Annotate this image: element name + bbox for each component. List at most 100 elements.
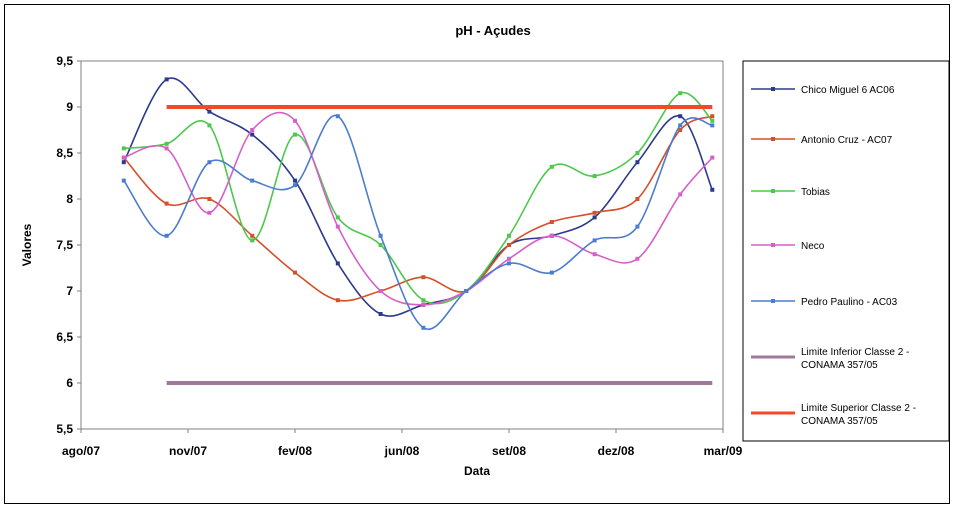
x-axis-ticks: ago/07 nov/07 fev/08 jun/08 set/08 dez/08 mar/… xyxy=(62,429,743,458)
series-point-1 xyxy=(549,220,554,224)
series-point-2 xyxy=(335,215,340,220)
series-point-3 xyxy=(164,146,169,151)
series-point-1 xyxy=(207,197,212,201)
x-axis-title: Data xyxy=(464,464,490,478)
series-point-3 xyxy=(250,128,255,132)
series-point-2 xyxy=(710,118,715,123)
x-tick-label: mar/09 xyxy=(704,444,743,458)
series-point-3 xyxy=(549,233,554,238)
series-point-4 xyxy=(293,183,297,188)
legend-label-1: Antonio Cruz - AC07 xyxy=(801,135,893,146)
series-point-0 xyxy=(635,160,640,165)
series-point-2 xyxy=(164,141,169,146)
series-point-3 xyxy=(710,155,715,160)
series-point-1 xyxy=(635,197,640,201)
series-point-0 xyxy=(335,261,340,266)
series-point-4 xyxy=(421,325,426,330)
chart-svg: pH - Açudes 5,5 6 6,5 7 7,5 8 8,5 9 9,5 ago/07 no… xyxy=(20,23,950,478)
series-point-4 xyxy=(507,261,511,266)
series-point-4 xyxy=(710,123,715,128)
series-point-3 xyxy=(378,289,383,293)
x-tick-label: ago/07 xyxy=(62,444,100,458)
y-tick-label: 6 xyxy=(66,376,73,390)
series-point-2 xyxy=(549,164,554,169)
x-tick-label: nov/07 xyxy=(169,444,207,458)
y-tick-label: 7 xyxy=(66,284,73,298)
series-point-3 xyxy=(507,256,511,261)
x-tick-label: fev/08 xyxy=(278,444,312,458)
series-point-2 xyxy=(378,243,383,247)
series-point-1 xyxy=(592,210,597,215)
series-point-0 xyxy=(207,109,212,114)
series-point-2 xyxy=(635,151,640,155)
series-point-0 xyxy=(378,312,383,316)
legend-label-5: CONAMA 357/05 xyxy=(801,360,878,371)
legend-label-0: Chico Miguel 6 AC06 xyxy=(801,85,895,96)
series-point-3 xyxy=(635,256,640,261)
series-point-4 xyxy=(378,233,383,238)
series-point-0 xyxy=(293,178,297,183)
series-point-3 xyxy=(335,224,340,229)
series-point-3 xyxy=(293,118,297,123)
series-point-2 xyxy=(507,233,511,238)
series-line-1 xyxy=(123,115,713,302)
series-group xyxy=(121,77,715,385)
y-tick-label: 8 xyxy=(66,192,73,206)
series-point-2 xyxy=(678,91,683,96)
series-point-3 xyxy=(592,252,597,257)
legend-label-6: CONAMA 357/05 xyxy=(801,416,878,427)
series-point-1 xyxy=(421,275,426,280)
series-point-0 xyxy=(250,132,255,137)
y-axis-title: Valores xyxy=(20,223,34,266)
series-point-2 xyxy=(293,132,297,137)
legend-label-4: Pedro Paulino - AC03 xyxy=(801,297,898,308)
series-point-4 xyxy=(335,114,340,119)
y-tick-label: 6,5 xyxy=(56,330,73,344)
y-tick-label: 5,5 xyxy=(56,422,73,436)
y-axis-ticks: 5,5 6 6,5 7 7,5 8 8,5 9 9,5 xyxy=(56,54,81,436)
series-point-4 xyxy=(592,238,597,243)
series-point-1 xyxy=(293,270,297,275)
legend-marker-3 xyxy=(771,243,775,247)
y-tick-label: 8,5 xyxy=(56,146,73,160)
series-point-2 xyxy=(421,298,426,303)
series-line-0 xyxy=(123,77,714,317)
legend-marker-4 xyxy=(771,299,775,303)
series-point-0 xyxy=(710,187,715,192)
legend: Chico Miguel 6 AC06 Antonio Cruz - AC07 To… xyxy=(751,85,916,427)
legend-label-5: Limite Inferior Classe 2 - xyxy=(801,347,909,358)
series-point-0 xyxy=(592,215,597,220)
series-point-3 xyxy=(678,192,683,197)
series-point-1 xyxy=(507,243,511,247)
series-point-1 xyxy=(710,114,715,119)
legend-label-2: Tobias xyxy=(801,187,830,198)
x-tick-label: set/08 xyxy=(492,444,526,458)
series-point-4 xyxy=(250,178,255,183)
series-point-4 xyxy=(207,160,212,165)
series-point-3 xyxy=(421,302,426,307)
series-point-2 xyxy=(250,238,255,243)
series-point-4 xyxy=(164,233,169,238)
chart-title: pH - Açudes xyxy=(455,23,530,38)
series-point-2 xyxy=(592,174,597,178)
series-point-4 xyxy=(678,123,683,128)
series-line-2 xyxy=(123,91,713,305)
series-point-1 xyxy=(250,233,255,238)
series-point-2 xyxy=(207,123,212,128)
plot-area xyxy=(80,60,724,430)
chart-frame: pH - Açudes 5,5 6 6,5 7 7,5 8 8,5 9 9,5 ago/07 no… xyxy=(4,4,950,504)
legend-box xyxy=(742,60,950,442)
series-point-4 xyxy=(549,270,554,275)
series-point-4 xyxy=(635,224,640,229)
series-point-0 xyxy=(678,114,683,119)
series-point-4 xyxy=(121,178,126,183)
y-tick-label: 9 xyxy=(66,100,73,114)
x-tick-label: jun/08 xyxy=(384,444,420,458)
series-line-3 xyxy=(123,111,713,306)
series-point-4 xyxy=(464,289,469,293)
y-tick-label: 9,5 xyxy=(56,54,73,68)
series-point-0 xyxy=(164,77,169,82)
legend-marker-0 xyxy=(771,87,775,91)
series-point-3 xyxy=(207,210,212,215)
legend-marker-1 xyxy=(771,137,775,141)
